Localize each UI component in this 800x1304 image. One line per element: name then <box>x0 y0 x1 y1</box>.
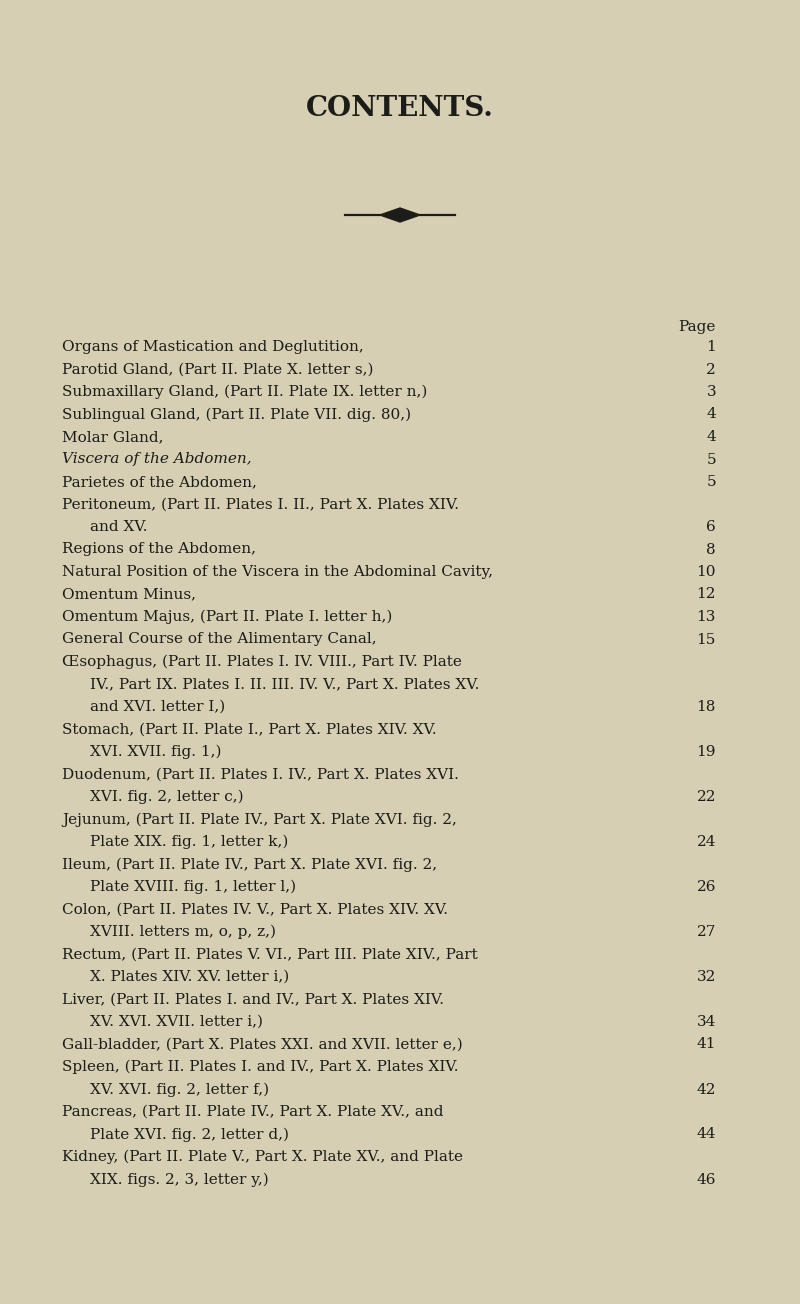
Text: 5: 5 <box>706 475 716 489</box>
Polygon shape <box>380 209 420 222</box>
Text: XV. XVI. fig. 2, letter f,): XV. XVI. fig. 2, letter f,) <box>90 1082 269 1097</box>
Text: Liver, (Part II. Plates I. and IV., Part X. Plates XIV.: Liver, (Part II. Plates I. and IV., Part… <box>62 992 444 1007</box>
Text: Pancreas, (Part II. Plate IV., Part X. Plate XV., and: Pancreas, (Part II. Plate IV., Part X. P… <box>62 1104 443 1119</box>
Text: CONTENTS.: CONTENTS. <box>306 94 494 121</box>
Text: Organs of Mastication and Deglutition,: Organs of Mastication and Deglutition, <box>62 340 364 353</box>
Text: 12: 12 <box>697 588 716 601</box>
Text: General Course of the Alimentary Canal,: General Course of the Alimentary Canal, <box>62 632 377 647</box>
Text: and XV.: and XV. <box>90 520 147 535</box>
Text: Submaxillary Gland, (Part II. Plate IX. letter n,): Submaxillary Gland, (Part II. Plate IX. … <box>62 385 427 399</box>
Text: Omentum Majus, (Part II. Plate I. letter h,): Omentum Majus, (Part II. Plate I. letter… <box>62 610 392 625</box>
Text: 19: 19 <box>697 745 716 759</box>
Text: 46: 46 <box>697 1172 716 1187</box>
Text: Duodenum, (Part II. Plates I. IV., Part X. Plates XVI.: Duodenum, (Part II. Plates I. IV., Part … <box>62 768 459 781</box>
Text: Œsophagus, (Part II. Plates I. IV. VIII., Part IV. Plate: Œsophagus, (Part II. Plates I. IV. VIII.… <box>62 655 462 669</box>
Text: 15: 15 <box>697 632 716 647</box>
Text: 10: 10 <box>697 565 716 579</box>
Text: XVI. XVII. fig. 1,): XVI. XVII. fig. 1,) <box>90 745 222 759</box>
Text: 13: 13 <box>697 610 716 625</box>
Text: Ileum, (Part II. Plate IV., Part X. Plate XVI. fig. 2,: Ileum, (Part II. Plate IV., Part X. Plat… <box>62 858 437 872</box>
Text: Plate XIX. fig. 1, letter k,): Plate XIX. fig. 1, letter k,) <box>90 835 288 849</box>
Text: 24: 24 <box>697 835 716 849</box>
Text: Plate XVIII. fig. 1, letter l,): Plate XVIII. fig. 1, letter l,) <box>90 880 296 895</box>
Text: 42: 42 <box>697 1082 716 1097</box>
Text: 34: 34 <box>697 1015 716 1029</box>
Text: Molar Gland,: Molar Gland, <box>62 430 163 443</box>
Text: XVIII. letters m, o, p, z,): XVIII. letters m, o, p, z,) <box>90 925 276 939</box>
Text: Viscera of the Abdomen,: Viscera of the Abdomen, <box>62 452 252 467</box>
Text: Regions of the Abdomen,: Regions of the Abdomen, <box>62 542 256 557</box>
Text: Kidney, (Part II. Plate V., Part X. Plate XV., and Plate: Kidney, (Part II. Plate V., Part X. Plat… <box>62 1150 463 1164</box>
Text: XVI. fig. 2, letter c,): XVI. fig. 2, letter c,) <box>90 790 244 805</box>
Text: Gall-bladder, (Part X. Plates XXI. and XVII. letter e,): Gall-bladder, (Part X. Plates XXI. and X… <box>62 1038 462 1051</box>
Text: Plate XVI. fig. 2, letter d,): Plate XVI. fig. 2, letter d,) <box>90 1128 289 1142</box>
Text: XV. XVI. XVII. letter i,): XV. XVI. XVII. letter i,) <box>90 1015 263 1029</box>
Text: Sublingual Gland, (Part II. Plate VII. dig. 80,): Sublingual Gland, (Part II. Plate VII. d… <box>62 407 411 422</box>
Text: 4: 4 <box>706 407 716 421</box>
Text: Peritoneum, (Part II. Plates I. II., Part X. Plates XIV.: Peritoneum, (Part II. Plates I. II., Par… <box>62 498 459 511</box>
Text: 2: 2 <box>706 363 716 377</box>
Text: 41: 41 <box>697 1038 716 1051</box>
Text: Natural Position of the Viscera in the Abdominal Cavity,: Natural Position of the Viscera in the A… <box>62 565 493 579</box>
Text: XIX. figs. 2, 3, letter y,): XIX. figs. 2, 3, letter y,) <box>90 1172 269 1187</box>
Text: 18: 18 <box>697 700 716 715</box>
Text: 1: 1 <box>706 340 716 353</box>
Text: Rectum, (Part II. Plates V. VI., Part III. Plate XIV., Part: Rectum, (Part II. Plates V. VI., Part II… <box>62 948 478 961</box>
Text: Stomach, (Part II. Plate I., Part X. Plates XIV. XV.: Stomach, (Part II. Plate I., Part X. Pla… <box>62 722 437 737</box>
Text: 22: 22 <box>697 790 716 805</box>
Text: Parietes of the Abdomen,: Parietes of the Abdomen, <box>62 475 257 489</box>
Text: 4: 4 <box>706 430 716 443</box>
Text: 8: 8 <box>706 542 716 557</box>
Text: Page: Page <box>678 319 716 334</box>
Text: Omentum Minus,: Omentum Minus, <box>62 588 196 601</box>
Text: and XVI. letter I,): and XVI. letter I,) <box>90 700 226 715</box>
Text: 5: 5 <box>706 452 716 467</box>
Text: 44: 44 <box>697 1128 716 1141</box>
Text: 3: 3 <box>706 385 716 399</box>
Text: Colon, (Part II. Plates IV. V., Part X. Plates XIV. XV.: Colon, (Part II. Plates IV. V., Part X. … <box>62 902 448 917</box>
Text: 6: 6 <box>706 520 716 535</box>
Text: 32: 32 <box>697 970 716 985</box>
Text: Jejunum, (Part II. Plate IV., Part X. Plate XVI. fig. 2,: Jejunum, (Part II. Plate IV., Part X. Pl… <box>62 812 457 827</box>
Text: X. Plates XIV. XV. letter i,): X. Plates XIV. XV. letter i,) <box>90 970 290 985</box>
Text: Spleen, (Part II. Plates I. and IV., Part X. Plates XIV.: Spleen, (Part II. Plates I. and IV., Par… <box>62 1060 458 1074</box>
Text: Parotid Gland, (Part II. Plate X. letter s,): Parotid Gland, (Part II. Plate X. letter… <box>62 363 374 377</box>
Text: 26: 26 <box>697 880 716 895</box>
Text: 27: 27 <box>697 925 716 939</box>
Text: IV., Part IX. Plates I. II. III. IV. V., Part X. Plates XV.: IV., Part IX. Plates I. II. III. IV. V.,… <box>90 678 479 691</box>
